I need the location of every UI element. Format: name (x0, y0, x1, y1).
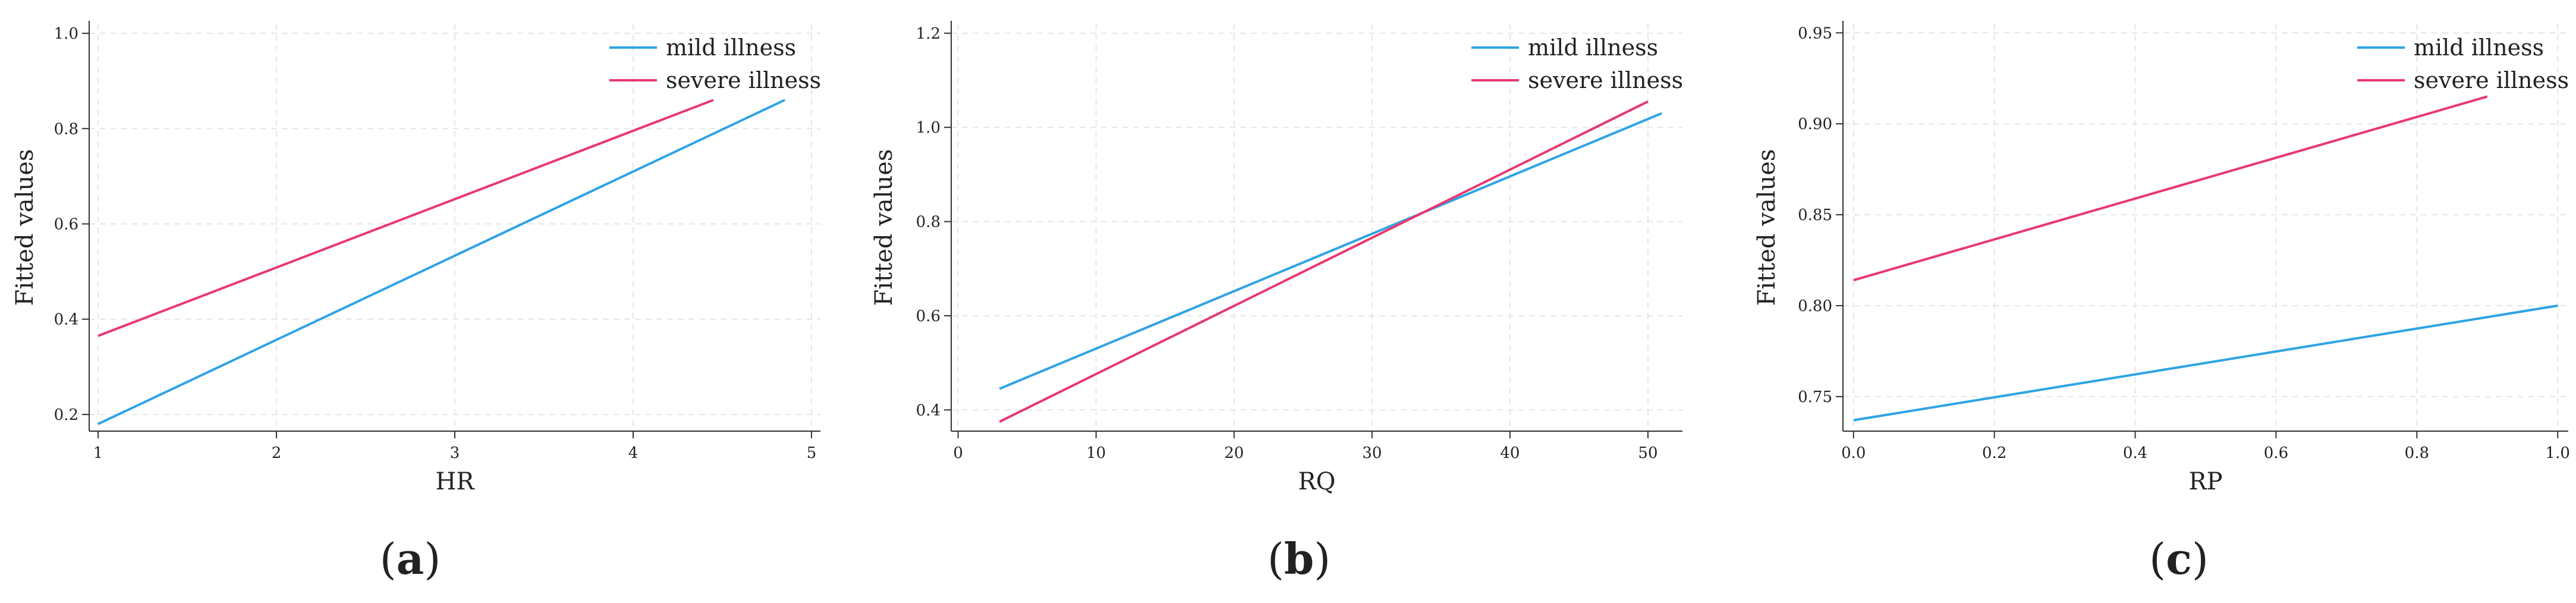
y-tick-label: 0.4 (54, 311, 78, 329)
x-tick-label: 30 (1362, 444, 1382, 462)
x-tick-label: 0.4 (2123, 444, 2147, 462)
y-tick-label: 0.6 (916, 307, 941, 325)
y-axis-title: Fitted values (11, 149, 39, 306)
x-tick-label: 2 (272, 444, 282, 462)
y-tick-label: 0.8 (54, 120, 78, 138)
x-tick-label: 0.6 (2264, 444, 2288, 462)
series-line-mild-illness (97, 99, 785, 425)
series-line-severe-illness (999, 100, 1649, 423)
y-tick-label: 0.8 (916, 213, 941, 231)
series-line-severe-illness (1853, 95, 2488, 282)
y-tick-label: 0.80 (1798, 297, 1832, 315)
x-tick-label: 5 (807, 444, 817, 462)
y-tick-label: 1.0 (54, 25, 78, 43)
y-tick-label: 0.75 (1798, 388, 1832, 406)
y-tick-label: 0.6 (54, 215, 78, 233)
y-tick-label: 0.4 (916, 401, 941, 419)
y-axis-title: Fitted values (1753, 149, 1781, 306)
x-tick-label: 40 (1500, 444, 1520, 462)
caption-b: (b) (1267, 533, 1331, 584)
x-axis-title: RP (2188, 468, 2222, 495)
y-tick-label: 0.90 (1798, 115, 1832, 133)
x-tick-label: 0 (953, 444, 963, 462)
series-line-mild-illness (1853, 304, 2558, 422)
legend-label-mild-illness: mild illness (666, 34, 796, 61)
x-axis-title: RQ (1298, 468, 1336, 495)
caption-c: (c) (2149, 533, 2209, 584)
x-tick-label: 0.0 (1841, 444, 1866, 462)
legend-label-severe-illness: severe illness (1528, 67, 1683, 93)
legend-label-mild-illness: mild illness (1528, 34, 1658, 61)
x-tick-label: 0.8 (2405, 444, 2429, 462)
y-tick-label: 1.2 (916, 25, 941, 43)
x-tick-label: 10 (1086, 444, 1106, 462)
series-line-mild-illness (999, 112, 1662, 390)
x-tick-label: 0.2 (1982, 444, 2006, 462)
x-tick-label: 4 (628, 444, 639, 462)
x-tick-label: 50 (1638, 444, 1657, 462)
x-tick-label: 1.0 (2546, 444, 2570, 462)
y-tick-label: 1.0 (916, 119, 941, 137)
series-line-severe-illness (97, 99, 714, 337)
legend-label-mild-illness: mild illness (2414, 34, 2544, 61)
panel-a: 1 2 3 4 5 0.2 0.4 0.6 0.8 1.0 HR Fitted values mild … (11, 21, 821, 495)
y-tick-label: 0.85 (1798, 206, 1832, 224)
y-axis-title: Fitted values (870, 149, 898, 306)
caption-a: (a) (380, 533, 441, 584)
x-axis-title: HR (436, 468, 476, 495)
x-tick-label: 1 (93, 444, 103, 462)
legend-label-severe-illness: severe illness (666, 67, 821, 93)
panel-b: 0 10 20 30 40 50 0.4 0.6 0.8 1.0 1.2 RQ Fitted value… (870, 21, 1683, 495)
y-tick-label: 0.95 (1798, 24, 1832, 42)
x-tick-label: 3 (450, 444, 460, 462)
legend-label-severe-illness: severe illness (2414, 67, 2569, 93)
panel-c: 0.0 0.2 0.4 0.6 0.8 1.0 0.75 0.80 0.85 0.90 0.95 RP… (1753, 21, 2570, 495)
y-tick-label: 0.2 (54, 406, 78, 424)
x-tick-label: 20 (1224, 444, 1244, 462)
